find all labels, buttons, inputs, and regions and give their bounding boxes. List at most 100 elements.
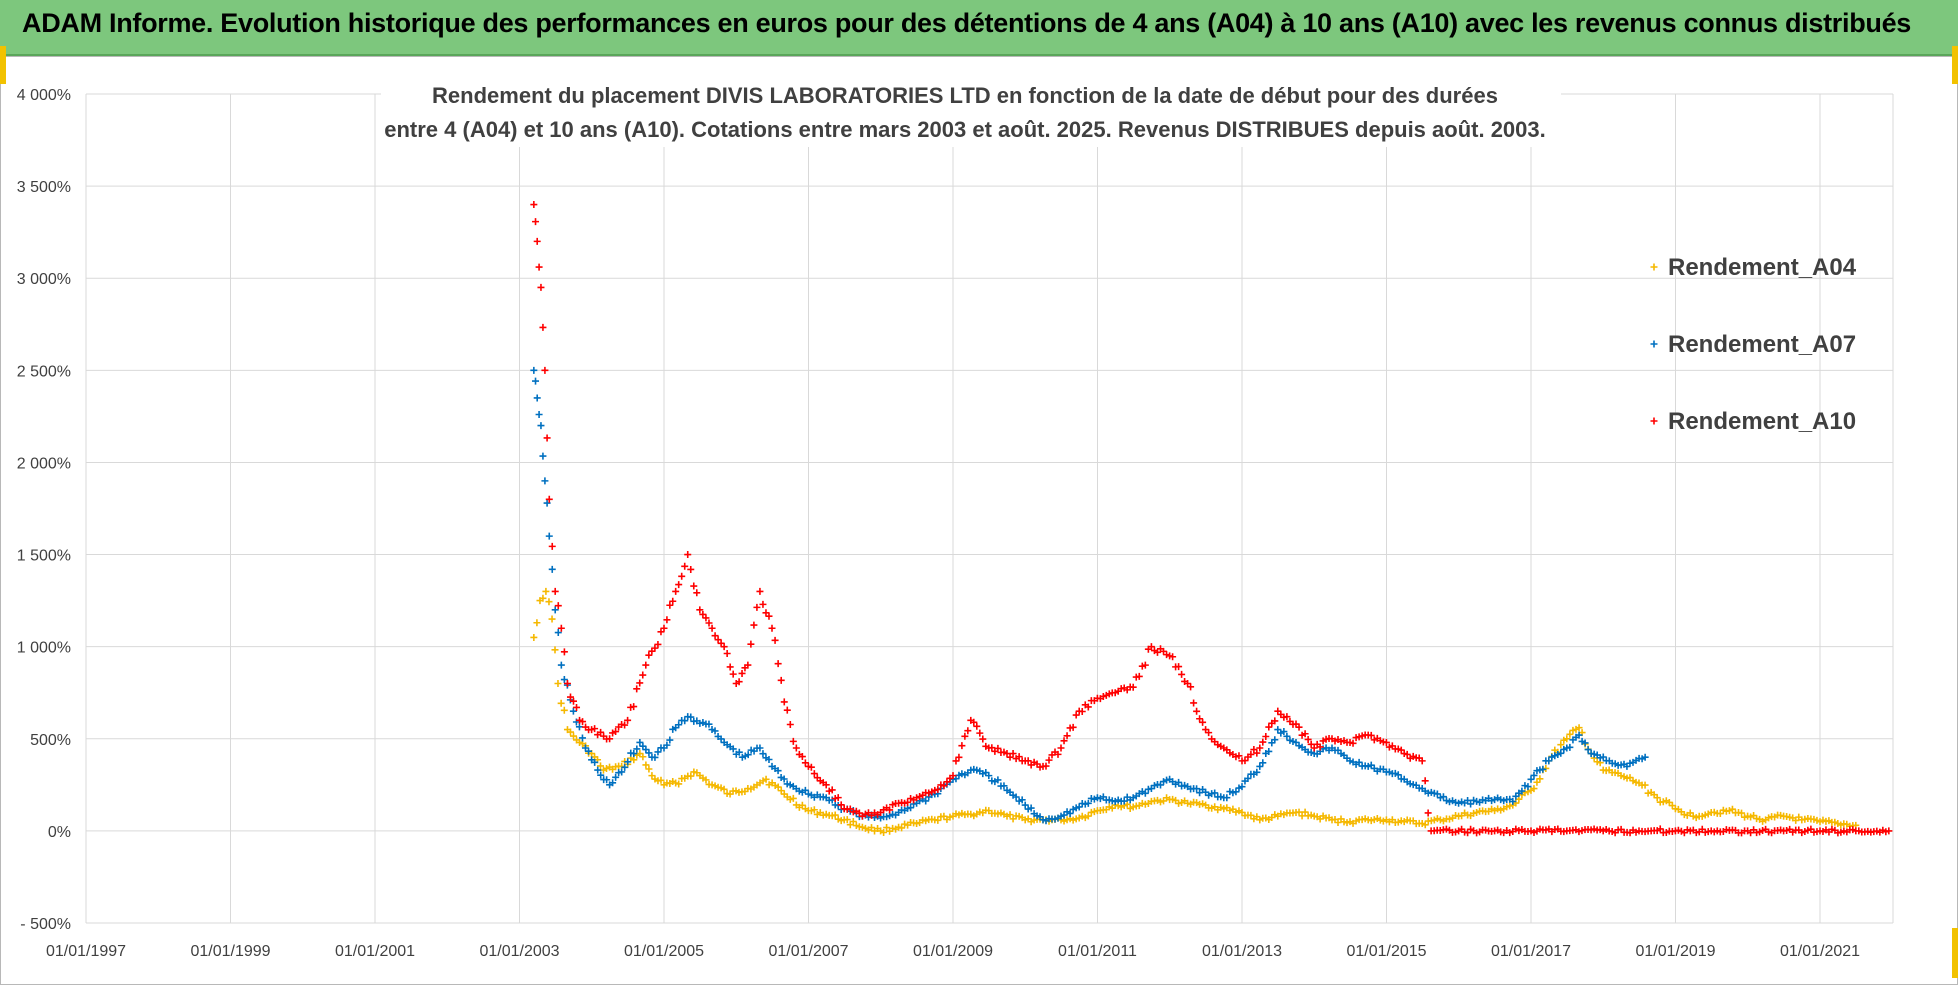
data-point [651,753,659,761]
data-point [774,767,782,775]
data-point [545,598,553,606]
data-point [684,551,692,559]
data-point [591,725,599,733]
data-point [645,749,653,757]
data-point [1539,765,1547,773]
data-point [1271,717,1279,725]
data-point [1199,718,1207,726]
data-point [1232,788,1240,796]
data-point [1187,683,1195,691]
data-point [545,532,553,540]
data-point [633,745,641,753]
data-point [687,565,695,573]
x-tick-label: 01/01/2003 [479,943,559,960]
data-point [636,679,644,687]
data-point [537,422,545,430]
data-point [756,587,764,595]
data-point [738,669,746,677]
data-point [657,776,665,784]
data-point [964,727,972,735]
data-point [1530,771,1538,779]
data-point [1175,663,1183,671]
data-point [801,786,809,794]
data-point [530,633,538,641]
data-point [970,718,978,726]
y-tick-label: 2 500% [17,363,71,380]
data-point [744,661,752,669]
data-point [729,745,737,753]
data-point [548,565,556,573]
data-point [545,495,553,503]
x-tick-label: 01/01/2001 [335,943,415,960]
data-point [786,720,794,728]
data-point [1244,774,1252,782]
data-point [958,742,966,750]
data-point [551,587,559,595]
data-point [702,776,710,784]
data-point [541,366,549,374]
data-point [723,650,731,658]
data-point [822,781,830,789]
data-point [612,728,620,736]
data-point [1196,715,1204,723]
data-point [621,721,629,729]
data-point [594,766,602,774]
data-point [726,663,734,671]
data-point [1307,740,1315,748]
data-point [1024,757,1032,765]
data-point [675,581,683,589]
data-point [1009,750,1017,758]
data-point [603,776,611,784]
data-point [1518,787,1526,795]
corner-accent-bottom-right [1952,928,1958,978]
scatter-chart: 4 000% 3 500% 3 000% 2 500% 2 000% 1 500% 1 00… [17,65,1894,960]
data-point [1178,670,1186,678]
data-point [1084,799,1092,807]
data-point [1274,726,1282,734]
data-point [1045,756,1053,764]
data-point [765,612,773,620]
data-point [1885,827,1893,835]
data-point [1301,808,1309,816]
data-point [687,713,695,721]
data-point [940,782,948,790]
data-point [756,744,764,752]
y-tick-label: 2 000% [17,455,71,472]
data-point [1018,796,1026,804]
y-tick-label: 3 000% [17,271,71,288]
data-point [566,728,574,736]
data-point [1394,771,1402,779]
data-point [639,671,647,679]
data-point [539,452,547,460]
data-point [657,628,665,636]
data-point [1000,782,1008,790]
data-point [533,619,541,627]
data-point [535,263,543,271]
data-point [1259,738,1267,746]
data-point [708,624,716,632]
data-point [1280,728,1288,736]
x-tick-label: 01/01/2019 [1635,943,1715,960]
data-point [624,758,632,766]
data-point [1283,732,1291,740]
data-point [1084,703,1092,711]
data-point [765,756,773,764]
y-tick-label: 500% [30,732,71,749]
data-point [675,780,683,788]
data-point [798,801,806,809]
data-point [735,748,743,756]
grid-lines [85,93,1894,924]
data-point [1581,739,1589,747]
data-point [1141,789,1149,797]
data-point [1256,744,1264,752]
data-point [1265,723,1273,731]
data-point [1223,794,1231,802]
data-point [535,410,543,418]
data-point [557,624,565,632]
x-tick-label: 01/01/2005 [624,943,704,960]
data-point [789,794,797,802]
data-point [762,775,770,783]
y-tick-label: 1 500% [17,548,71,565]
data-point [681,562,689,570]
data-point [597,728,605,736]
